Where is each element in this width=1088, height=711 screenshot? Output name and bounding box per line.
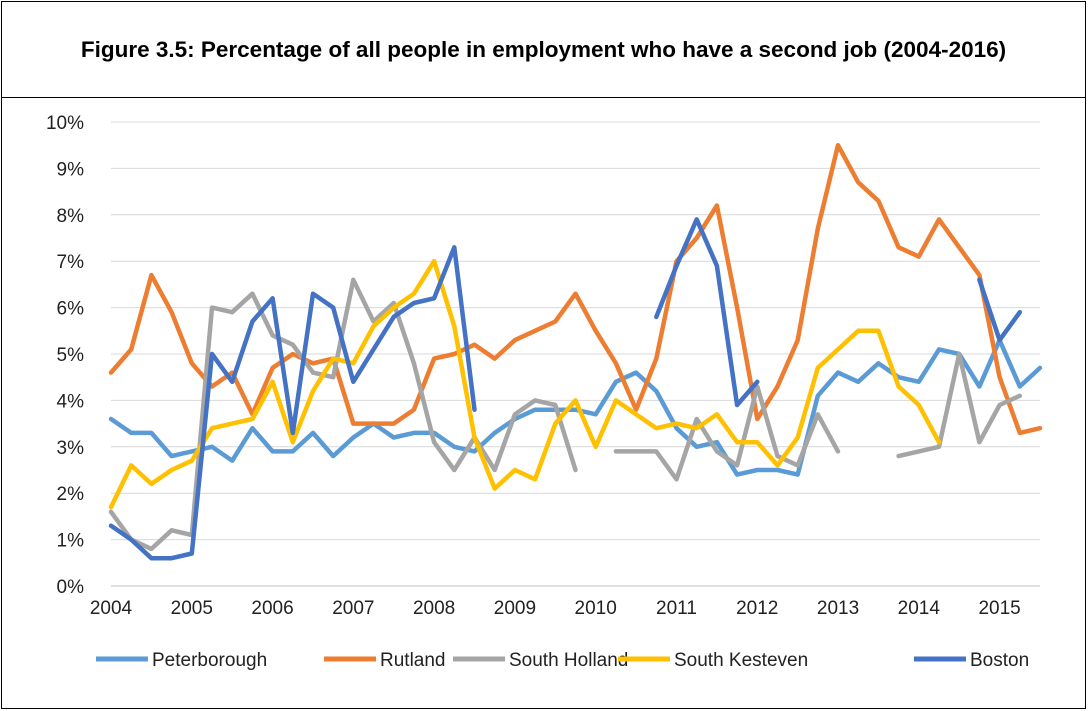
series-south-kesteven — [108, 258, 942, 510]
y-tick-label: 2% — [57, 484, 85, 505]
y-tick-label: 8% — [57, 206, 85, 227]
series-south-holland — [108, 277, 1023, 552]
x-tick-label: 2010 — [575, 598, 617, 619]
series-lines — [108, 142, 1043, 561]
legend-item: Peterborough — [96, 650, 267, 671]
series-line-segment — [896, 351, 1023, 459]
series-line-segment — [108, 142, 1043, 436]
legend-item: Rutland — [324, 650, 446, 671]
gridlines — [111, 121, 1040, 587]
series-line-segment — [108, 258, 942, 510]
x-tick-label: 2009 — [494, 598, 536, 619]
legend-item: South Holland — [453, 650, 628, 671]
x-tick-label: 2006 — [251, 598, 293, 619]
series-peterborough — [108, 337, 1043, 477]
y-axis-ticks: 0% 1% 2% 3% 4% 5% 6% 7% 8% 9% 10% — [46, 113, 84, 598]
y-tick-label: 0% — [57, 577, 85, 598]
series-line-segment — [654, 217, 760, 408]
legend-item: Boston — [914, 650, 1029, 671]
series-line-segment — [108, 337, 1043, 477]
x-tick-label: 2015 — [978, 598, 1020, 619]
x-tick-label: 2004 — [90, 598, 133, 619]
x-tick-label: 2005 — [171, 598, 213, 619]
legend-label: South Holland — [509, 650, 628, 671]
y-tick-label: 6% — [57, 299, 85, 320]
series-boston — [108, 217, 1023, 561]
y-tick-label: 1% — [57, 531, 85, 552]
series-line-segment — [108, 277, 578, 552]
x-axis-ticks: 2004 2005 2006 2007 2008 2009 2010 2011 2012 2013… — [90, 598, 1021, 619]
y-tick-label: 10% — [46, 113, 84, 134]
legend-label: South Kesteven — [674, 650, 808, 671]
series-line-segment — [613, 384, 841, 482]
y-tick-label: 7% — [57, 252, 85, 273]
title-box: Figure 3.5: Percentage of all people in … — [2, 2, 1085, 98]
x-tick-label: 2014 — [898, 598, 941, 619]
legend-label: Rutland — [380, 650, 446, 671]
x-tick-label: 2013 — [817, 598, 859, 619]
x-tick-label: 2011 — [656, 598, 697, 619]
legend: Peterborough Rutland South Holland South Ke… — [96, 650, 1029, 671]
x-tick-label: 2008 — [413, 598, 455, 619]
legend-label: Boston — [970, 650, 1029, 671]
y-tick-label: 4% — [57, 391, 85, 412]
x-tick-label: 2007 — [332, 598, 374, 619]
legend-item: South Kesteven — [618, 650, 808, 671]
legend-label: Peterborough — [152, 650, 267, 671]
y-tick-label: 5% — [57, 345, 85, 366]
chart-title: Figure 3.5: Percentage of all people in … — [80, 36, 1007, 62]
series-line-segment — [977, 277, 1023, 343]
y-tick-label: 9% — [57, 159, 85, 180]
series-rutland — [108, 142, 1043, 436]
x-tick-label: 2012 — [736, 598, 778, 619]
y-tick-label: 3% — [57, 438, 85, 459]
series-line-segment — [108, 245, 477, 561]
